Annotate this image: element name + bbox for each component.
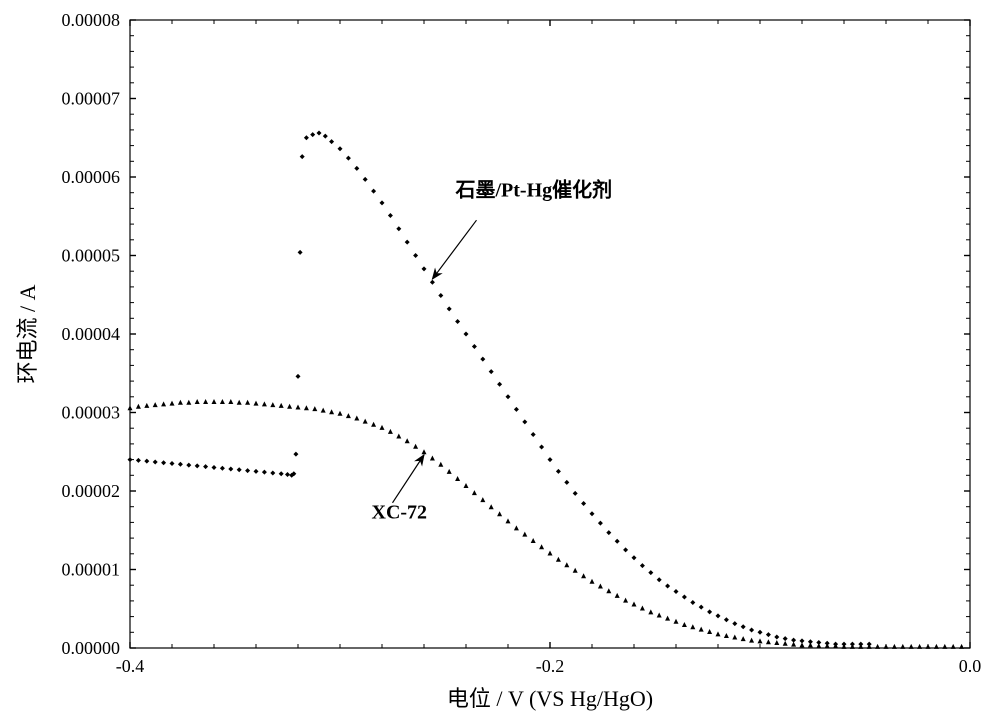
y-tick-label: 0.00000 [62, 638, 121, 658]
annotation-arrow-1 [393, 455, 425, 503]
y-axis-label: 环电流 / A [15, 284, 40, 383]
x-tick-label: 0.0 [959, 656, 982, 676]
y-tick-label: 0.00003 [62, 403, 121, 423]
y-tick-label: 0.00001 [62, 560, 121, 580]
y-tick-label: 0.00007 [62, 89, 121, 109]
y-tick-label: 0.00005 [62, 246, 121, 266]
series-0 [128, 131, 872, 647]
annotation-label-1: XC-72 [372, 501, 428, 523]
annotation-label-0: 石墨/Pt-Hg催化剂 [455, 178, 613, 202]
x-tick-label: -0.2 [536, 656, 565, 676]
y-tick-label: 0.00002 [62, 481, 121, 501]
y-tick-label: 0.00006 [62, 167, 121, 187]
series-1 [128, 399, 965, 649]
annotation-arrow-0 [432, 220, 476, 279]
y-tick-label: 0.00008 [62, 10, 121, 30]
x-axis-label: 电位 / V (VS Hg/HgO) [447, 686, 653, 711]
chart-svg: -0.4 -0.2 0.0 0.00000 0.00001 0.00002 0.00003 0… [0, 0, 1000, 728]
x-tick-label: -0.4 [116, 656, 145, 676]
y-tick-label: 0.00004 [62, 324, 121, 344]
chart-container: -0.4 -0.2 0.0 0.00000 0.00001 0.00002 0.00003 0… [0, 0, 1000, 728]
